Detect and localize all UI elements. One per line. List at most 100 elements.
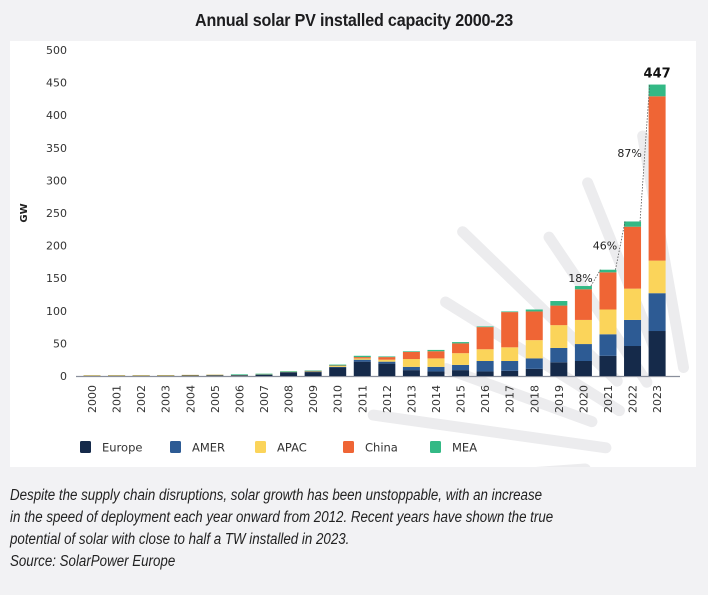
growth-label: 18% [568,272,592,285]
bar-segment-apac [550,325,568,348]
bar-segment-europe [329,367,347,376]
bar-stack-2015 [452,342,470,376]
bar-stack-2020 [574,286,592,376]
y-axis-ticks: 0 50 100 150 200 250 300 350 400 450 500 [46,44,67,383]
bar-segment-europe [574,361,592,376]
bar-segment-amer [525,358,543,369]
legend-swatch [80,441,91,453]
y-tick-label: 50 [53,337,67,350]
y-tick-label: 100 [46,305,67,318]
bar-segment-apac [402,359,420,367]
bar-segment-amer [550,347,568,363]
bar-segment-apac [132,375,150,376]
bar-segment-apac [157,375,175,376]
bar-segment-apac [329,365,347,367]
growth-annotations: 18% 46% 87% 447 [568,67,671,287]
bar-segment-amer [648,293,666,332]
x-tick-label: 2019 [553,385,566,413]
bar-stack-2007 [255,373,273,376]
x-tick-label: 2001 [111,385,124,413]
bar-segment-amer [304,371,322,373]
legend-item-china: China [343,441,398,455]
y-tick-label: 350 [46,142,67,155]
bar-segment-europe [501,370,519,376]
sun-ray [367,409,612,454]
bar-segment-mea [329,364,347,366]
legend-label: APAC [277,441,307,455]
y-axis-label: GW [19,203,30,222]
bar-segment-europe [599,355,617,376]
bar-segment-amer [574,344,592,362]
sun-ray [440,363,598,428]
bar-segment-mea [574,286,592,290]
bar-segment-europe [624,346,642,376]
legend: Europe AMER APAC China MEA [80,441,477,455]
bar-segment-europe [550,362,568,376]
bar-segment-europe [402,370,420,376]
caption-line: potential of solar with close to half a … [10,531,350,548]
bar-segment-mea [501,311,519,313]
bar-segment-europe [378,363,396,376]
bar-segment-apac [574,319,592,345]
bar-segment-amer [329,366,347,368]
bar-segment-amer [599,334,617,356]
bar-segment-mea [452,342,470,344]
bar-stack-2021 [599,269,617,376]
growth-connector [615,221,626,270]
legend-swatch [430,441,441,453]
bar-segment-apac [501,347,519,362]
bar-segment-europe [525,368,543,376]
x-tick-label: 2004 [184,385,197,413]
bar-segment-amer [353,359,371,362]
bar-stack-2018 [525,309,543,376]
bar-stack-2011 [353,355,371,376]
x-tick-label: 2007 [258,385,271,413]
bar-segment-apac [599,309,617,335]
bar-segment-china [329,365,347,366]
bar-stack-2000 [83,375,101,376]
bar-segment-mea [624,221,642,227]
x-tick-label: 2021 [602,385,615,413]
bar-segment-china [574,289,592,320]
caption-line: Despite the supply chain disruptions, so… [10,487,543,504]
bar-segment-apac [452,353,470,365]
bar-segment-europe [648,331,666,376]
growth-label: 46% [593,240,617,253]
bar-segment-europe [353,361,371,376]
bar-segment-europe [476,371,494,376]
bar-stack-2008 [280,371,298,376]
x-tick-label: 2014 [430,385,443,413]
bar-segment-mea [255,373,273,375]
x-tick-label: 2022 [627,385,640,413]
bar-segment-china [402,351,420,360]
bar-segment-apac [108,375,126,376]
bar-segment-europe [452,370,470,376]
x-tick-label: 2008 [283,385,296,413]
bar-segment-china [624,226,642,289]
x-tick-label: 2011 [356,385,369,413]
bar-stack-2004 [181,374,199,376]
bar-segment-apac [525,340,543,359]
y-tick-label: 0 [60,370,67,383]
bar-segment-amer [402,366,420,371]
x-tick-label: 2005 [209,385,222,413]
bar-segment-china [353,357,371,359]
bar-stack-2003 [157,375,175,376]
y-tick-label: 150 [46,272,67,285]
bar-segment-china [378,357,396,360]
bars [83,84,666,376]
bar-segment-apac [427,358,445,367]
x-tick-label: 2015 [455,385,468,413]
bar-segment-china [550,305,568,326]
sun-ray [582,177,663,360]
legend-label: AMER [192,441,225,455]
bar-segment-mea [378,356,396,358]
bar-segment-china [648,96,666,261]
bar-segment-apac [181,374,199,376]
x-tick-label: 2012 [381,385,394,413]
bar-segment-amer [452,364,470,371]
growth-connector [639,84,651,222]
legend-item-europe: Europe [80,441,142,455]
bar-segment-mea [353,355,371,358]
y-tick-label: 500 [46,44,67,57]
